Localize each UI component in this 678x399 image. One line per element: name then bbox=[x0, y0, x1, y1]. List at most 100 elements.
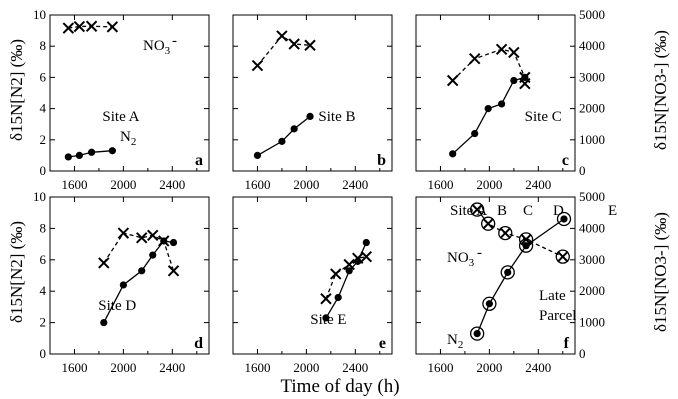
n2-point bbox=[560, 215, 568, 223]
y2-tick-label: 3000 bbox=[579, 252, 605, 267]
no3-point bbox=[167, 265, 180, 277]
n2-point bbox=[253, 151, 262, 159]
y-tick-label: 10 bbox=[33, 189, 46, 204]
y-tick-label: 2 bbox=[40, 315, 47, 330]
n2-point bbox=[278, 137, 286, 145]
panel-letter: c bbox=[562, 152, 569, 169]
y-axis-label-right-bottom: δ15N[NO3-] (‰) bbox=[651, 212, 670, 332]
site-label: Site B bbox=[318, 109, 355, 125]
panel-d: 1600 2000 2400 0 2 4 6 8 10 Site D d bbox=[33, 189, 210, 375]
y-axis-label-right-top: δ15N[NO3-] (‰) bbox=[651, 30, 670, 150]
series-line-n2 bbox=[68, 150, 113, 158]
no3-point bbox=[495, 43, 508, 56]
annotation-parcel: Parcel bbox=[539, 308, 576, 324]
y2-tick-label: 1000 bbox=[579, 315, 605, 330]
n2-point bbox=[100, 319, 108, 327]
x-tick-label: 1600 bbox=[427, 360, 453, 375]
annotation-n2: N2 bbox=[120, 129, 136, 148]
x-tick-label: 1600 bbox=[244, 360, 270, 375]
site-label: Site D bbox=[98, 298, 136, 314]
annotation-no3-f: NO3 bbox=[447, 250, 475, 269]
no3-point-ring bbox=[470, 202, 485, 217]
annotation-c: C bbox=[523, 203, 533, 219]
x-axis-label: Time of day (h) bbox=[280, 376, 399, 397]
annotation-d: D bbox=[553, 203, 564, 219]
no3-point-ring bbox=[481, 216, 496, 231]
no3-point bbox=[251, 59, 264, 72]
y2-tick-label: 5000 bbox=[579, 189, 605, 204]
series-line-no3 bbox=[68, 25, 113, 29]
annotation-e: E bbox=[608, 203, 617, 219]
no3-point bbox=[85, 20, 98, 32]
no3-point bbox=[330, 268, 342, 280]
no3-point bbox=[73, 20, 86, 33]
series-line-n2 bbox=[452, 76, 526, 155]
panel-letter: d bbox=[194, 335, 203, 352]
panel-f: 1600 2000 2400 0 1000 2000 3000 4000 5000 f bbox=[415, 189, 605, 375]
y2-tick-label: 2000 bbox=[579, 283, 605, 298]
no3-point bbox=[360, 250, 373, 263]
no3-point bbox=[276, 30, 288, 42]
n2-point bbox=[362, 238, 370, 247]
y-tick-label: 8 bbox=[40, 220, 47, 235]
no3-point bbox=[343, 258, 355, 271]
panel-letter: b bbox=[377, 152, 386, 169]
annotation-no3: NO3 bbox=[143, 38, 171, 57]
x-tick-label: 2000 bbox=[476, 177, 502, 192]
site-label: Site E bbox=[310, 312, 346, 328]
y2-tick-label: 0 bbox=[579, 346, 586, 361]
panel-letter: e bbox=[379, 335, 386, 352]
panel-frame bbox=[415, 196, 576, 355]
series-line-no3 bbox=[103, 232, 175, 272]
panel-frame bbox=[415, 14, 576, 172]
no3-point bbox=[62, 22, 75, 34]
no3-point bbox=[288, 38, 300, 50]
n2-point-ring bbox=[470, 326, 485, 341]
no3-point bbox=[352, 252, 364, 264]
no3-point bbox=[158, 235, 170, 247]
n2-point bbox=[119, 281, 127, 289]
no3-point bbox=[446, 74, 459, 87]
y2-tick-label: 3000 bbox=[579, 69, 605, 84]
y-axis-label-left-bottom: δ15N[N2] (‰) bbox=[7, 221, 26, 323]
no3-point bbox=[508, 46, 520, 59]
site-label: Site C bbox=[525, 109, 562, 125]
series-line-no3 bbox=[476, 209, 564, 258]
panel-frame bbox=[232, 14, 393, 172]
x-tick-label: 2000 bbox=[293, 360, 319, 375]
n2-point bbox=[471, 129, 479, 138]
y-tick-label: 6 bbox=[40, 252, 47, 267]
x-tick-label: 2400 bbox=[525, 177, 551, 192]
n2-point bbox=[510, 76, 518, 85]
n2-point bbox=[306, 112, 314, 120]
no3-point bbox=[147, 229, 159, 242]
y-tick-label: 0 bbox=[40, 163, 47, 178]
no3-point bbox=[482, 217, 494, 230]
no3-point bbox=[499, 227, 511, 239]
y-tick-label: 4 bbox=[40, 283, 47, 298]
y-axis-label-left-top: δ15N[N2] (‰) bbox=[7, 39, 26, 141]
y-tick-label: 8 bbox=[40, 38, 47, 53]
no3-point bbox=[471, 203, 483, 216]
panel-frame bbox=[232, 196, 393, 355]
no3-point-ring bbox=[518, 232, 534, 247]
panel-e: 1600 2000 2400 Site E e bbox=[232, 196, 393, 375]
y-tick-label: 6 bbox=[40, 69, 47, 84]
n2-point bbox=[138, 267, 146, 275]
n2-point bbox=[498, 100, 506, 108]
x-tick-label: 1600 bbox=[61, 177, 87, 192]
series-line-no3 bbox=[256, 35, 311, 66]
x-tick-label: 2400 bbox=[342, 360, 368, 375]
y2-tick-label: 4000 bbox=[579, 220, 605, 235]
x-tick-label: 2400 bbox=[159, 360, 185, 375]
no3-point bbox=[320, 293, 332, 305]
no3-point bbox=[98, 257, 110, 269]
panel-frame bbox=[49, 14, 210, 172]
no3-point bbox=[106, 21, 119, 33]
no3-point bbox=[304, 39, 316, 51]
n2-point bbox=[504, 268, 512, 276]
n2-point bbox=[75, 151, 83, 159]
annotation-b: B bbox=[497, 203, 507, 219]
